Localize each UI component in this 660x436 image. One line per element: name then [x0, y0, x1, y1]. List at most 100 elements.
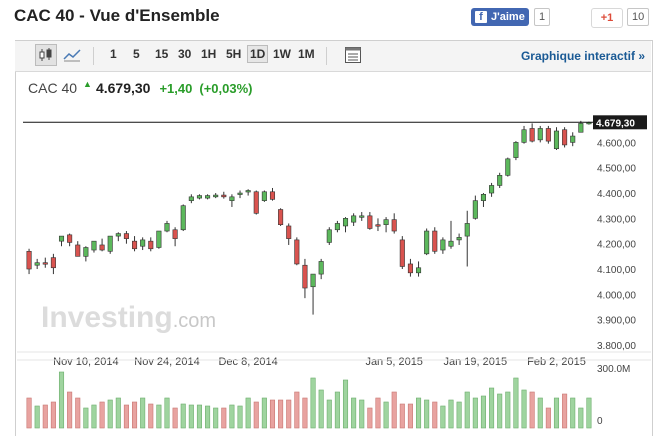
x-axis-tick-label: Jan 19, 2015: [444, 356, 508, 368]
volume-bar: [318, 389, 324, 429]
price-change-percent: (+0,03%): [199, 80, 253, 96]
facebook-like-count: 1: [534, 8, 551, 26]
interactive-chart-link[interactable]: Graphique interactif »: [520, 49, 645, 63]
volume-bar: [342, 379, 349, 429]
candle-body: [416, 267, 422, 274]
timeframe-1w-button[interactable]: 1W: [273, 47, 291, 61]
google-plus-button[interactable]: +1: [591, 8, 623, 28]
data-table-icon[interactable]: [342, 44, 364, 66]
volume-bar: [253, 401, 259, 429]
timeframe-5h-button[interactable]: 5H: [226, 47, 242, 61]
candle-body: [172, 229, 178, 239]
facebook-like-button[interactable]: f J'aime: [471, 8, 529, 26]
timeframe-1d-button[interactable]: 1D: [247, 45, 269, 63]
volume-bar: [464, 391, 470, 429]
candle-body: [245, 190, 251, 193]
candle-body: [107, 235, 113, 252]
volume-bar: [83, 407, 89, 429]
volume-bar: [416, 397, 422, 429]
volume-bar: [578, 407, 584, 429]
candle-body: [34, 262, 40, 266]
candle-body: [237, 192, 243, 195]
volume-bar: [278, 399, 284, 429]
candle-body: [351, 215, 357, 223]
volume-bar: [302, 397, 308, 429]
volume-bar: [164, 397, 170, 429]
candle-body: [497, 175, 503, 186]
timeframe-5-button[interactable]: 5: [133, 47, 140, 61]
candle-body: [326, 229, 332, 243]
y-axis-tick-label: 4.300,00: [597, 214, 636, 225]
candlestick-chart-icon[interactable]: [35, 44, 57, 66]
current-price-label: 4.679,30: [596, 118, 635, 129]
candle-body: [480, 194, 486, 201]
candle-body: [448, 240, 454, 247]
volume-bar: [391, 391, 397, 429]
volume-bar: [497, 393, 503, 429]
volume-bar: [310, 377, 316, 429]
candle-body: [180, 205, 186, 231]
volume-bar: [513, 377, 519, 429]
volume-bar: [115, 397, 121, 429]
candle-body: [42, 262, 48, 265]
facebook-like-label: J'aime: [491, 11, 525, 23]
candle-body: [156, 230, 162, 248]
timeframe-1h-button[interactable]: 1H: [201, 47, 217, 61]
area-chart-icon[interactable]: [61, 44, 83, 66]
candle-body: [213, 194, 219, 198]
candle-body: [464, 223, 470, 237]
page-title: CAC 40 - Vue d'Ensemble: [14, 6, 220, 25]
candle-body: [58, 235, 65, 242]
y-axis-tick-label: 4.100,00: [597, 265, 636, 276]
volume-bar: [58, 371, 65, 429]
timeframe-1m-button[interactable]: 1M: [298, 47, 315, 61]
quote-summary: CAC 40 ▲ 4.679,30 +1,40 (+0,03%): [28, 79, 259, 96]
candle-body: [261, 191, 267, 201]
google-plus-count: 10: [627, 8, 650, 26]
price-chart: Investing.com 3.800,00 3.900,00 4.000,00 4.1…: [17, 115, 651, 429]
timeframe-15-button[interactable]: 15: [155, 47, 169, 61]
chart-toolbar: 1 5 15 30 1H 5H 1D 1W 1M Graphique inter…: [15, 41, 651, 72]
volume-axis-zero-label: 0: [597, 416, 603, 427]
volume-bar: [213, 407, 219, 429]
volume-bar: [537, 397, 543, 429]
candle-body: [407, 263, 413, 274]
candle-body: [269, 191, 276, 200]
current-price-badge: [593, 115, 647, 130]
y-axis-tick-label: 3.900,00: [597, 316, 636, 327]
candle-body: [286, 225, 292, 239]
candle-body: [440, 239, 446, 251]
candle-body: [164, 223, 170, 232]
volume-bar: [42, 404, 48, 429]
volume-bar: [326, 399, 332, 429]
candle-body: [342, 218, 349, 227]
volume-bar: [359, 399, 365, 429]
volume-bar: [188, 404, 194, 429]
volume-bar: [424, 399, 430, 429]
candle-body: [570, 135, 576, 143]
y-axis-tick-label: 4.000,00: [597, 290, 636, 301]
volume-bar: [221, 407, 227, 429]
volume-bar: [586, 397, 592, 429]
last-price: 4.679,30: [95, 80, 151, 96]
candle-body: [99, 244, 105, 251]
volume-bar: [75, 397, 81, 429]
candle-body: [278, 209, 284, 226]
volume-bar: [261, 397, 267, 429]
candle-body: [545, 128, 551, 142]
candle-body: [489, 185, 495, 194]
investing-watermark: Investing.com: [41, 301, 216, 334]
volume-bar: [107, 399, 113, 429]
volume-bar: [375, 397, 381, 429]
candle-body: [375, 224, 381, 227]
candle-body: [26, 250, 32, 270]
candle-body: [140, 239, 146, 247]
x-axis-tick-label: Jan 5, 2015: [365, 356, 423, 368]
volume-bar: [545, 407, 551, 429]
timeframe-1-button[interactable]: 1: [110, 47, 117, 61]
volume-bar: [148, 403, 154, 429]
volume-bar: [407, 403, 413, 429]
toolbar-divider: [93, 47, 94, 65]
timeframe-30-button[interactable]: 30: [178, 47, 192, 61]
candle-body: [521, 129, 527, 143]
